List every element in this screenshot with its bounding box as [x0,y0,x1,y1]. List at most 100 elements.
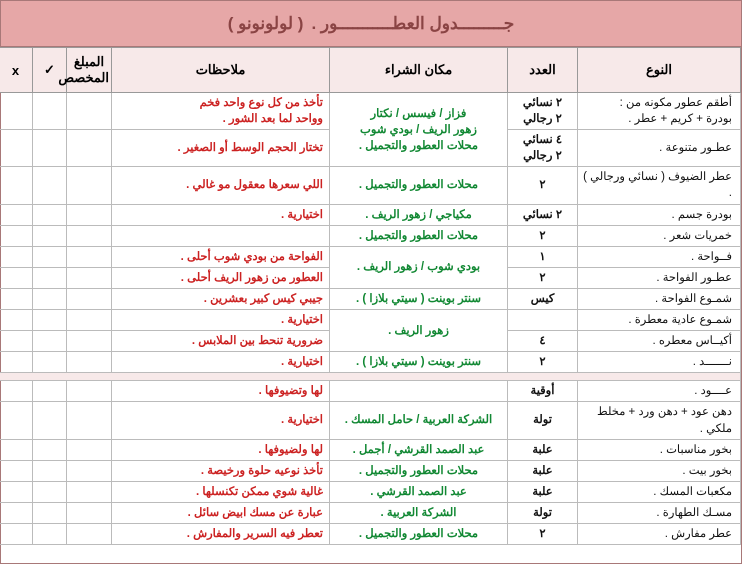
cell-x [0,352,33,373]
cell-notes: تأخذ من كل نوع واحد فخموواحد لما بعد الش… [112,93,330,130]
perfume-table-document: { "title": { "main": "جـــــــــدول العط… [0,0,742,564]
cell-chk [33,204,67,225]
cell-notes: تختار الحجم الوسط أو الصغير . [112,130,330,167]
title-main: جـــــــــدول العطـــــــــــور . [311,14,514,34]
cell-notes: اختيارية . [112,402,330,439]
cell-chk [33,502,67,523]
cell-x [0,288,33,309]
cell-chk [33,331,67,352]
cell-qty: ٤ [508,331,578,352]
cell-type: دهن عود + دهن ورد + مخلط ملكي . [578,402,741,439]
header-row: النوع العدد مكان الشراء ملاحظات المبلغ ا… [0,48,741,93]
cell-notes: غالية شوي ممكن تكنسلها . [112,481,330,502]
cell-place: مكياجي / زهور الريف . [330,204,508,225]
table-row: خمريات شعر .٢محلات العطور والتجميل . [0,225,741,246]
cell-amt [67,167,112,204]
cell-x [0,267,33,288]
cell-notes: لها ولضيوفها . [112,439,330,460]
cell-type: عطـور متنوعة . [578,130,741,167]
table-row: بخور بيت .علبةمحلات العطور والتجميل .تأخ… [0,460,741,481]
cell-qty: ١ [508,246,578,267]
title-sub: ( لولونونو ) [228,14,304,34]
cell-chk [33,460,67,481]
cell-chk [33,523,67,544]
cell-qty: ٢ نسائي [508,204,578,225]
table-row: بخور مناسبات .علبةعبد الصمد القرشي / أجم… [0,439,741,460]
cell-x [0,502,33,523]
cell-qty: علبة [508,481,578,502]
cell-place: الشركة العربية / حامل المسك . [330,402,508,439]
cell-amt [67,331,112,352]
cell-place: محلات العطور والتجميل . [330,460,508,481]
cell-qty: كيس [508,288,578,309]
hdr-amount: المبلغ المخصص [67,48,112,93]
cell-type: خمريات شعر . [578,225,741,246]
cell-amt [67,439,112,460]
cell-amt [67,352,112,373]
cell-qty: ٢ [508,523,578,544]
cell-type: أطقم عطور مكونه من :بودرة + كريم + عطر . [578,93,741,130]
cell-type: عطـور الفواحة . [578,267,741,288]
cell-x [0,439,33,460]
cell-amt [67,267,112,288]
cell-type: عــــود . [578,381,741,402]
cell-notes: عبارة عن مسك ابيض سائل . [112,502,330,523]
cell-notes: اختيارية . [112,310,330,331]
cell-amt [67,288,112,309]
cell-chk [33,246,67,267]
cell-place: سنتر بوينت ( سيتي بلازا ) . [330,288,508,309]
cell-type: بخور بيت . [578,460,741,481]
cell-amt [67,225,112,246]
cell-place: فزاز / فيسس / نكتارزهور الريف / بودي شوب… [330,93,508,167]
cell-notes: جيبي كيس كبير بعشرين . [112,288,330,309]
cell-x [0,460,33,481]
cell-qty [508,310,578,331]
hdr-place: مكان الشراء [330,48,508,93]
cell-type: أكيــاس معطره . [578,331,741,352]
cell-qty: أوقية [508,381,578,402]
cell-x [0,523,33,544]
cell-amt [67,130,112,167]
cell-qty: تولة [508,402,578,439]
cell-qty: علبة [508,439,578,460]
cell-place: محلات العطور والتجميل . [330,225,508,246]
perfume-table: النوع العدد مكان الشراء ملاحظات المبلغ ا… [0,47,741,545]
cell-notes: الفواحة من بودي شوب أحلى . [112,246,330,267]
hdr-notes: ملاحظات [112,48,330,93]
cell-chk [33,167,67,204]
cell-x [0,402,33,439]
cell-amt [67,310,112,331]
cell-place: محلات العطور والتجميل . [330,167,508,204]
table-row: نـــــــد .٢سنتر بوينت ( سيتي بلازا ) .ا… [0,352,741,373]
cell-chk [33,381,67,402]
title-bar: جـــــــــدول العطـــــــــــور . ( لولو… [1,1,741,47]
cell-type: عطر الضيوف ( نسائي ورجالي ) . [578,167,741,204]
cell-notes: اللي سعرها معقول مو غالي . [112,167,330,204]
cell-x [0,331,33,352]
section-divider [0,373,741,381]
cell-x [0,310,33,331]
cell-x [0,381,33,402]
cell-chk [33,402,67,439]
cell-notes: اختيارية . [112,204,330,225]
cell-type: مكعبات المسك . [578,481,741,502]
cell-type: بودرة جسم . [578,204,741,225]
cell-notes: تأخذ نوعيه حلوة ورخيصة . [112,460,330,481]
table-row: دهن عود + دهن ورد + مخلط ملكي .تولةالشرك… [0,402,741,439]
cell-notes: ضرورية تنحط بين الملابس . [112,331,330,352]
cell-amt [67,402,112,439]
cell-notes: العطور من زهور الريف أحلى . [112,267,330,288]
cell-chk [33,93,67,130]
cell-place: الشركة العربية . [330,502,508,523]
cell-amt [67,381,112,402]
cell-qty: ٢ [508,267,578,288]
cell-place: سنتر بوينت ( سيتي بلازا ) . [330,352,508,373]
cell-x [0,130,33,167]
cell-type: بخور مناسبات . [578,439,741,460]
cell-chk [33,352,67,373]
cell-amt [67,523,112,544]
cell-qty: ٤ نسائي٢ رجالي [508,130,578,167]
cell-type: فــواحة . [578,246,741,267]
table-row: مكعبات المسك .علبةعبد الصمد القرشي .غالي… [0,481,741,502]
cell-chk [33,310,67,331]
